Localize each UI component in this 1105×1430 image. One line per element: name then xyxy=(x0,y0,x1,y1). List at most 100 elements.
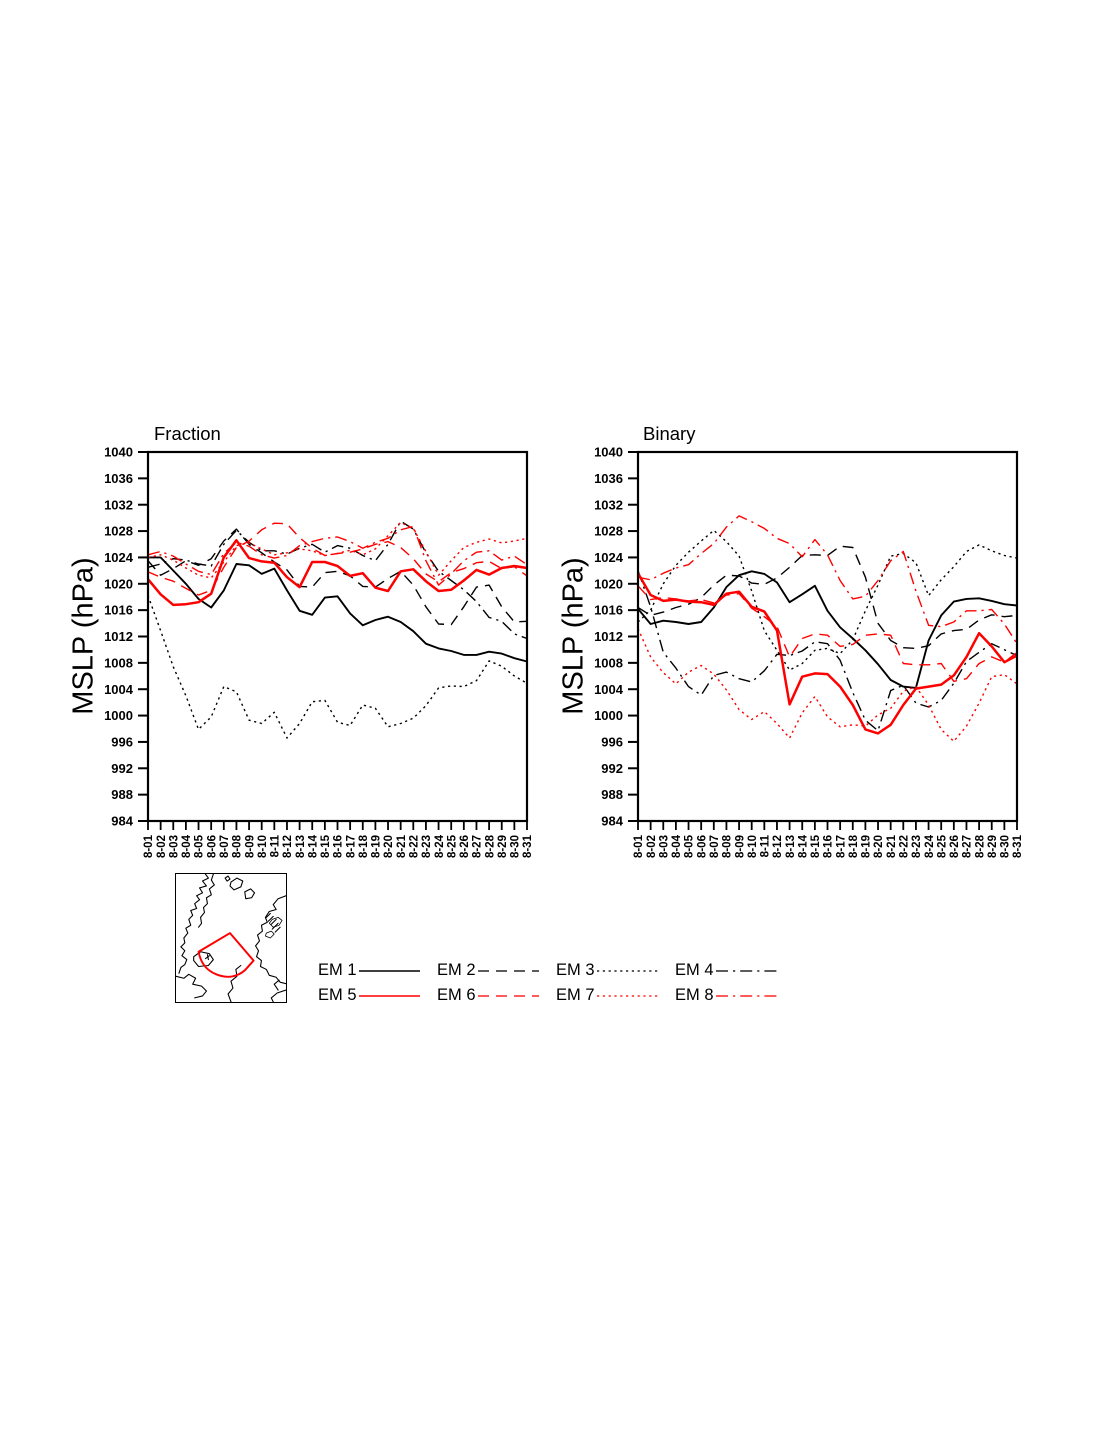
x-tick-label: 8-31 xyxy=(1012,834,1024,858)
island-jan-mayen xyxy=(204,954,210,961)
y-tick-label: 1016 xyxy=(594,603,623,618)
x-tick-label: 8-09 xyxy=(734,835,746,858)
coastline-greenland-east xyxy=(180,874,209,948)
series-line-em-6 xyxy=(147,522,528,596)
x-tick-label: 8-23 xyxy=(421,835,433,858)
coastline-greenland-south xyxy=(178,946,188,974)
legend-label: EM 5 xyxy=(318,986,357,1004)
y-tick-label: 1016 xyxy=(104,603,133,618)
analysis-region-outline xyxy=(197,932,255,978)
x-tick-label: 8-08 xyxy=(722,834,734,858)
coastline-bottom-east xyxy=(270,979,286,1002)
y-tick-label: 1012 xyxy=(104,629,133,644)
x-tick-label: 8-09 xyxy=(244,835,256,858)
x-tick-label: 8-19 xyxy=(861,835,873,858)
chart-title-binary: Binary xyxy=(643,423,696,444)
legend-entry-em-8: EM 8 xyxy=(675,985,794,1006)
x-tick-label: 8-26 xyxy=(949,835,961,858)
x-tick-label: 8-24 xyxy=(434,834,446,858)
x-tick-label: 8-23 xyxy=(911,835,923,858)
x-tick-label: 8-05 xyxy=(684,834,696,858)
x-tick-label: 8-22 xyxy=(409,835,421,858)
y-tick-label: 988 xyxy=(111,787,133,802)
x-tick-label: 8-10 xyxy=(747,835,759,858)
x-tick-label: 8-11 xyxy=(760,834,772,857)
x-tick-label: 8-13 xyxy=(785,835,797,858)
series-line-em-4 xyxy=(637,570,1018,732)
legend-line-sample xyxy=(596,994,658,997)
y-tick-label: 1020 xyxy=(104,576,133,591)
legend-line-sample xyxy=(358,969,420,972)
x-tick-label: 8-02 xyxy=(646,835,658,858)
x-tick-label: 8-25 xyxy=(936,834,948,858)
coastline-greenland-inner xyxy=(198,874,215,928)
x-tick-label: 8-29 xyxy=(987,835,999,858)
legend-label: EM 2 xyxy=(437,961,476,979)
fjord-texture-1 xyxy=(265,912,281,933)
legend-row-2: EM 5 EM 6 EM 7 EM 8 xyxy=(318,985,794,1006)
y-tick-label: 1040 xyxy=(104,445,133,460)
island-small-north xyxy=(224,875,231,882)
x-tick-label: 8-07 xyxy=(709,835,721,858)
map-inset xyxy=(175,873,287,1003)
x-tick-label: 8-25 xyxy=(446,834,458,858)
legend-line-sample xyxy=(715,994,777,997)
y-tick-label: 1000 xyxy=(594,708,623,723)
legend-entry-em-1: EM 1 xyxy=(318,960,437,981)
x-tick-label: 8-26 xyxy=(459,835,471,858)
y-tick-label: 988 xyxy=(601,787,623,802)
x-tick-label: 8-16 xyxy=(333,835,345,858)
series-line-em-1 xyxy=(148,556,528,663)
legend-line-sample xyxy=(477,994,539,997)
series-line-em-2 xyxy=(147,528,528,626)
series-line-em-6 xyxy=(637,585,1018,682)
x-tick-label: 8-15 xyxy=(810,834,822,858)
y-tick-label: 1028 xyxy=(104,524,133,539)
x-tick-label: 8-24 xyxy=(924,834,936,858)
legend-entry-em-5: EM 5 xyxy=(318,985,437,1006)
x-tick-label: 8-18 xyxy=(358,834,370,858)
series-line-em-3 xyxy=(147,595,528,739)
x-tick-label: 8-21 xyxy=(396,834,408,858)
x-tick-label: 8-11 xyxy=(270,834,282,857)
x-tick-label: 8-13 xyxy=(295,835,307,858)
x-tick-label: 8-05 xyxy=(194,834,206,858)
x-tick-label: 8-30 xyxy=(510,835,522,858)
y-tick-label: 1040 xyxy=(594,445,623,460)
y-tick-label: 1020 xyxy=(594,576,623,591)
legend-row-1: EM 1 EM 2 EM 3 EM 4 xyxy=(318,960,794,981)
series-line-em-4 xyxy=(147,520,528,640)
x-tick-label: 8-04 xyxy=(181,834,193,858)
x-tick-label: 8-18 xyxy=(848,834,860,858)
x-tick-label: 8-28 xyxy=(484,834,496,858)
x-tick-label: 8-01 xyxy=(143,834,155,858)
x-tick-label: 8-15 xyxy=(320,834,332,858)
x-tick-label: 8-17 xyxy=(835,835,847,858)
legend-label: EM 7 xyxy=(556,986,595,1004)
legend-entry-em-7: EM 7 xyxy=(556,985,675,1006)
y-tick-label: 996 xyxy=(111,735,133,750)
y-tick-label: 1024 xyxy=(104,550,134,565)
plot-frame xyxy=(146,450,529,823)
legend-label: EM 6 xyxy=(437,986,476,1004)
chart-title-fraction: Fraction xyxy=(154,423,221,444)
y-tick-label: 984 xyxy=(111,814,133,829)
y-tick-label: 1036 xyxy=(594,471,623,486)
series-line-em-7 xyxy=(147,521,528,579)
x-tick-label: 8-06 xyxy=(206,835,218,858)
legend: EM 1 EM 2 EM 3 EM 4 EM 5 EM 6 EM 7 EM 8 xyxy=(318,960,794,1006)
x-tick-label: 8-14 xyxy=(797,834,809,858)
x-tick-label: 8-31 xyxy=(522,834,534,858)
legend-line-sample xyxy=(596,969,658,972)
x-tick-label: 8-22 xyxy=(899,835,911,858)
x-tick-label: 8-07 xyxy=(219,835,231,858)
coastline-scandinavia xyxy=(255,895,286,985)
y-tick-label: 1036 xyxy=(104,471,133,486)
x-tick-label: 8-01 xyxy=(633,834,645,858)
y-tick-label: 984 xyxy=(601,814,623,829)
coastline-bottom-west xyxy=(176,973,207,999)
x-tick-label: 8-16 xyxy=(823,835,835,858)
y-tick-label: 1032 xyxy=(594,497,623,512)
x-tick-label: 8-19 xyxy=(371,835,383,858)
